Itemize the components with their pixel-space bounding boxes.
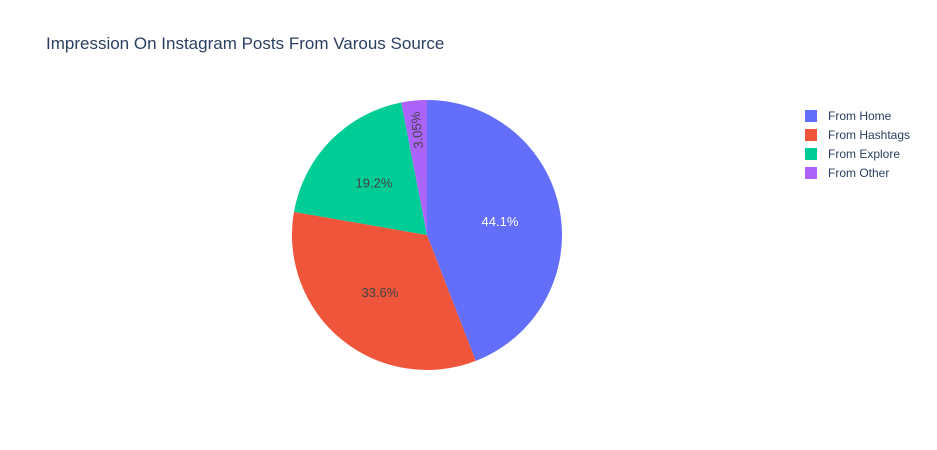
pie-slice-from-home[interactable] — [427, 100, 563, 361]
legend: From Home From Hashtags From Explore From O… — [805, 106, 910, 182]
legend-swatch-from-home — [805, 109, 817, 122]
pie-slice-from-other[interactable] — [401, 100, 427, 235]
slice-label-from-other: 3.05% — [408, 111, 426, 150]
legend-label-from-explore: From Explore — [828, 146, 901, 161]
pie-slice-from-explore[interactable] — [293, 102, 427, 235]
legend-item-from-other[interactable]: From Other — [805, 163, 910, 182]
chart-title: Impression On Instagram Posts From Varou… — [46, 34, 445, 53]
legend-swatch-from-other — [805, 166, 817, 179]
legend-item-from-hashtags[interactable]: From Hashtags — [805, 125, 910, 144]
legend-item-from-home[interactable]: From Home — [805, 106, 910, 125]
legend-label-from-hashtags: From Hashtags — [828, 127, 911, 142]
legend-swatch-from-hashtags — [805, 128, 817, 141]
legend-label-from-home: From Home — [828, 108, 892, 123]
pie-slice-labels: 44.1% 33.6% 19.2% 3.05% — [356, 111, 519, 300]
slice-label-from-hashtags: 33.6% — [361, 285, 398, 300]
slice-label-from-explore: 19.2% — [356, 176, 393, 191]
slice-label-from-home: 44.1% — [482, 214, 519, 229]
legend-label-from-other: From Other — [828, 165, 890, 180]
pie-slice-from-hashtags[interactable] — [291, 211, 476, 371]
legend-swatch-from-explore — [805, 147, 817, 160]
legend-item-from-explore[interactable]: From Explore — [805, 144, 910, 163]
pie-slices — [291, 100, 563, 371]
